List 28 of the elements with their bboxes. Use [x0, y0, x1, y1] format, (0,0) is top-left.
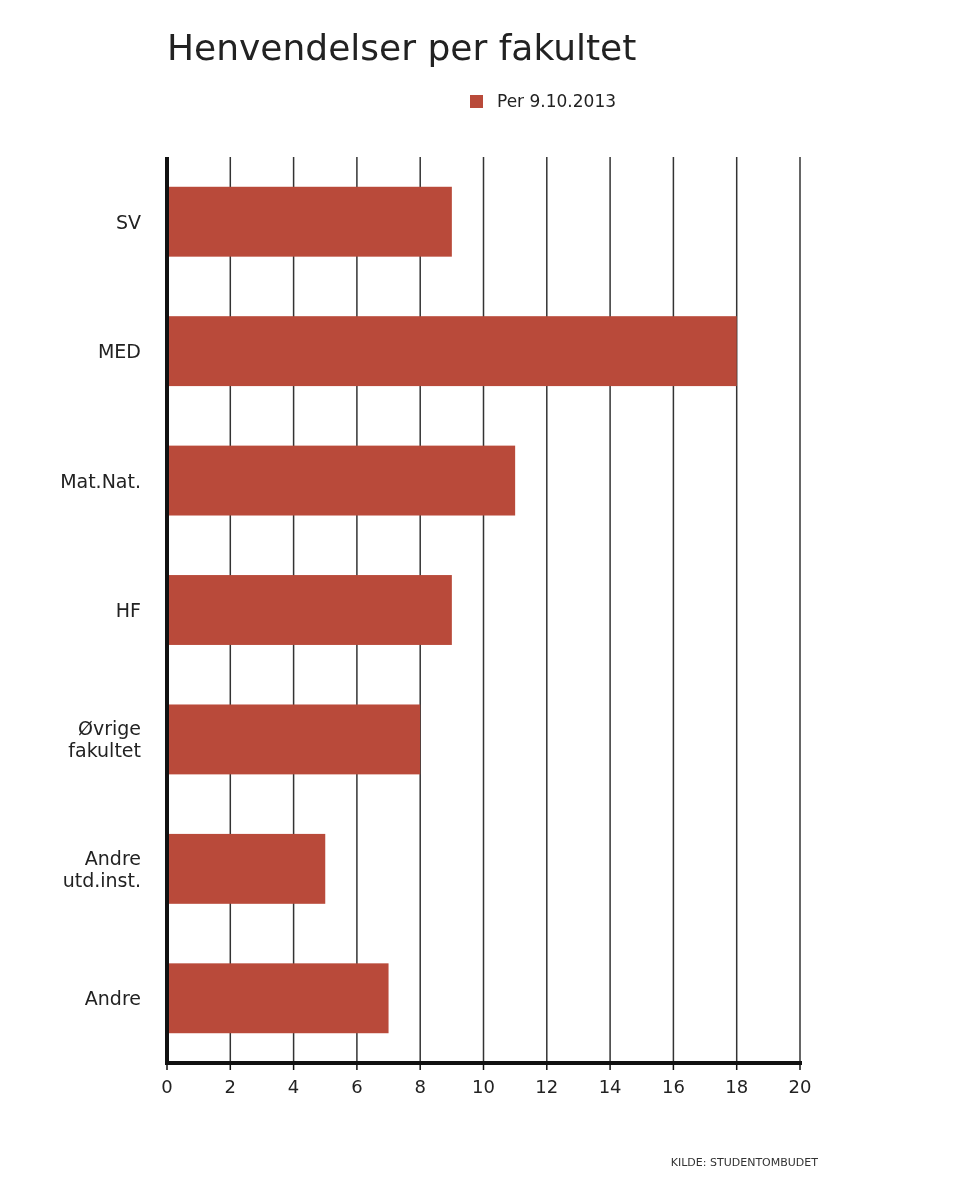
- y-tick-label: SV: [115, 210, 141, 233]
- y-tick-label: Andre: [84, 987, 141, 1010]
- x-tick-label: 14: [598, 1076, 622, 1097]
- x-tick-label: 10: [472, 1076, 495, 1097]
- bar: [167, 316, 737, 387]
- x-tick-label: 18: [725, 1076, 749, 1097]
- x-tick-label: 20: [788, 1076, 812, 1097]
- x-tick-label: 2: [224, 1076, 237, 1097]
- y-tick-label: Andre utd.inst.: [62, 846, 141, 891]
- bar: [167, 575, 452, 645]
- y-tick-label: HF: [115, 599, 141, 621]
- bar: [167, 186, 452, 257]
- x-tick-label: 8: [414, 1076, 426, 1097]
- bar: [167, 445, 516, 516]
- y-tick-label: Mat.Nat.: [60, 469, 141, 492]
- text: KILDE: STUDENTOMBUDET: [670, 1156, 819, 1169]
- y-tick-label: Øvrige fakultet: [68, 717, 141, 762]
- x-tick-label: 6: [351, 1076, 363, 1097]
- y-tick-label: MED: [97, 340, 141, 363]
- bar: [167, 963, 389, 1034]
- legend-label: Per 9.10.2013: [497, 91, 617, 111]
- bar: [167, 833, 326, 904]
- x-tick-label: 0: [161, 1076, 173, 1097]
- x-tick-label: 4: [287, 1076, 300, 1097]
- x-tick-label: 16: [661, 1076, 685, 1097]
- bar: [167, 704, 421, 775]
- x-tick-label: 12: [535, 1076, 559, 1097]
- chart-title: Henvendelser per fakultet: [167, 27, 637, 68]
